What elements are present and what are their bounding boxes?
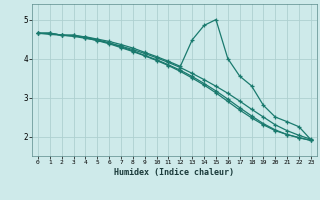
X-axis label: Humidex (Indice chaleur): Humidex (Indice chaleur) bbox=[115, 168, 234, 177]
